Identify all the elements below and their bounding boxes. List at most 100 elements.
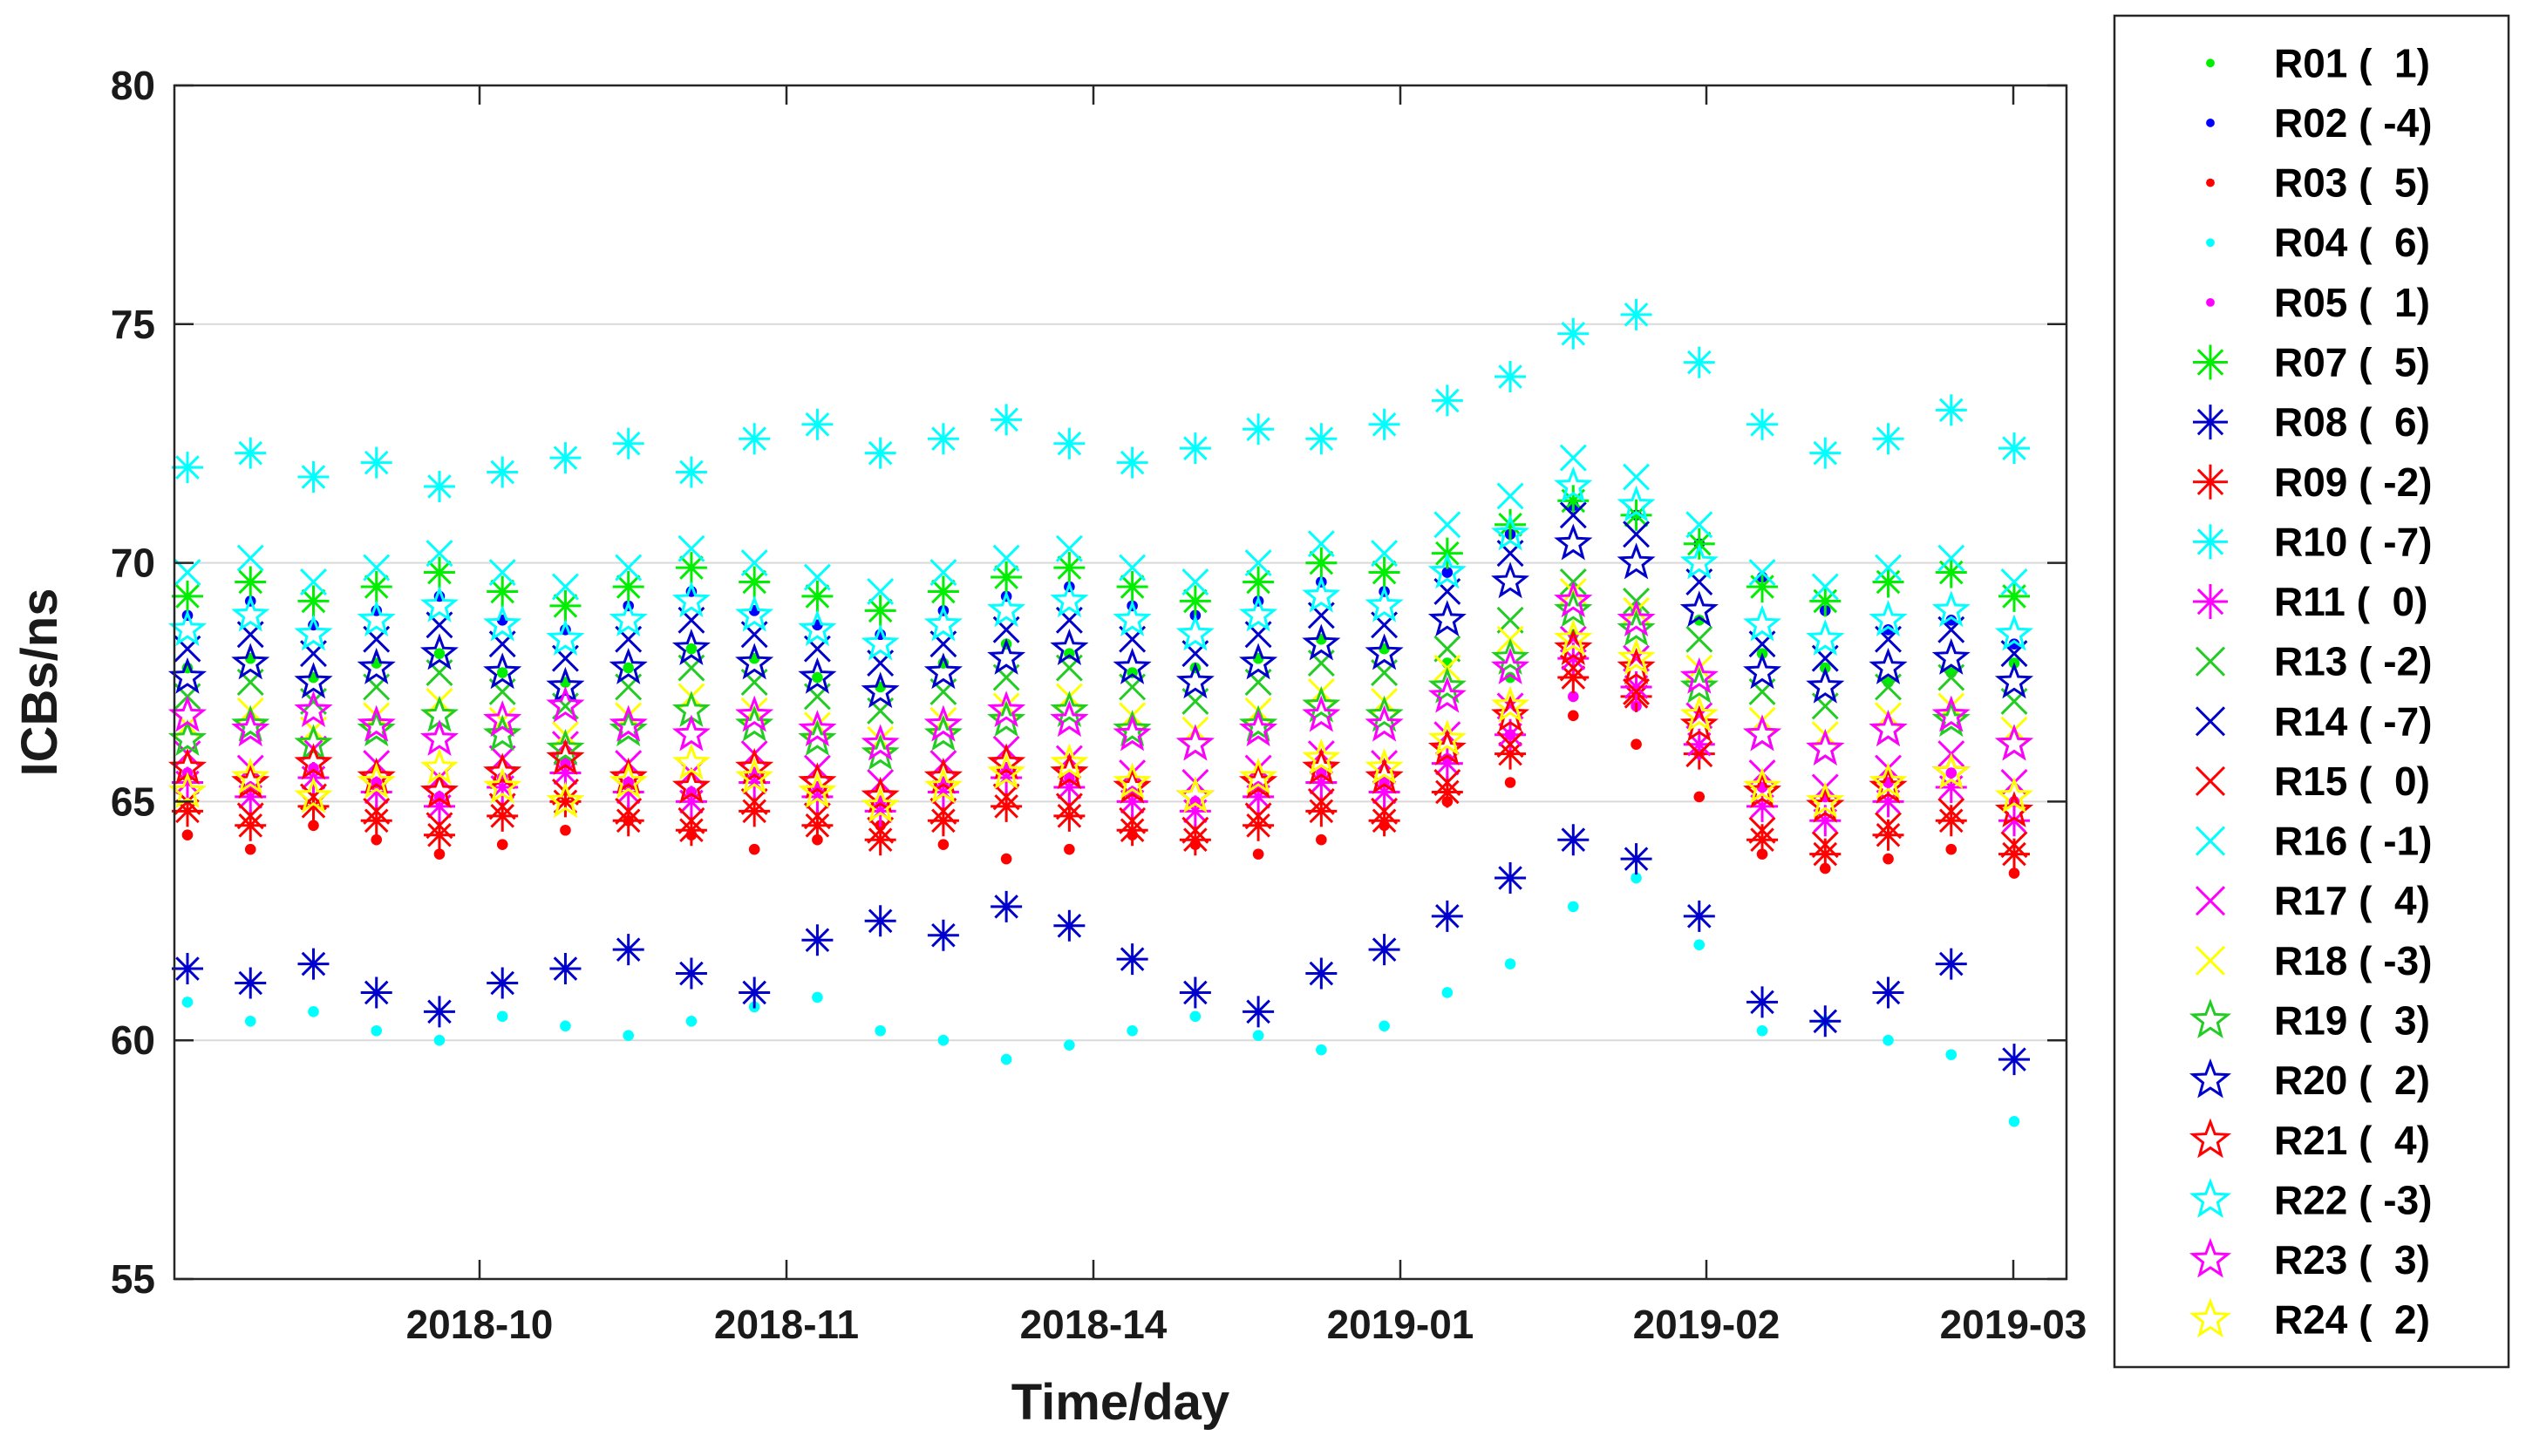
legend-item: R02 ( -4)	[2206, 100, 2432, 146]
data-point	[671, 581, 711, 618]
data-point	[1252, 1030, 1264, 1042]
legend-marker	[2193, 524, 2228, 560]
legend-label: R16 ( -1)	[2274, 819, 2432, 864]
data-point	[1809, 838, 1842, 870]
data-point	[739, 976, 771, 1009]
data-point	[1181, 816, 1209, 844]
data-point	[294, 776, 333, 813]
data-point	[2008, 638, 2020, 650]
data-point	[612, 776, 644, 808]
data-point	[1427, 729, 1467, 765]
data-point	[483, 700, 522, 738]
data-point	[1679, 666, 1719, 704]
legend-marker	[2193, 584, 2228, 620]
legend-item: R04 ( 6)	[2206, 220, 2430, 265]
data-point	[1935, 394, 1967, 426]
data-point	[991, 890, 1023, 922]
series-r10	[172, 298, 2030, 502]
data-point	[297, 585, 330, 617]
data-point	[1883, 1034, 1894, 1046]
data-point	[1945, 1049, 1957, 1060]
data-point	[181, 829, 194, 841]
legend-item: R17 ( 4)	[2195, 878, 2430, 923]
data-point	[1806, 666, 1845, 704]
data-point	[1935, 805, 1967, 837]
data-point	[167, 695, 208, 732]
data-point	[735, 695, 774, 732]
data-point	[231, 643, 270, 680]
data-point	[487, 771, 519, 803]
data-point	[546, 781, 585, 819]
data-point	[735, 757, 774, 794]
legend-label: R18 ( -3)	[2274, 938, 2432, 983]
data-point	[1050, 629, 1089, 665]
data-point	[612, 805, 644, 837]
legend-marker	[2195, 945, 2226, 976]
data-point	[1050, 700, 1089, 738]
legend-item: R09 ( -2)	[2193, 459, 2432, 505]
series-r22	[167, 466, 2034, 661]
data-point	[1743, 604, 1782, 642]
data-point	[1427, 718, 1467, 756]
data-point	[1994, 724, 2034, 761]
x-axis-title: Time/day	[1011, 1374, 1229, 1431]
data-point	[294, 614, 333, 651]
data-point	[1685, 740, 1713, 768]
data-point	[1748, 559, 1776, 587]
data-point	[1554, 581, 1593, 618]
data-point	[1554, 590, 1593, 628]
data-point	[2008, 1115, 2020, 1127]
data-point	[1756, 1024, 1768, 1037]
data-point	[1427, 676, 1467, 713]
data-point	[235, 780, 267, 813]
data-point	[174, 559, 201, 587]
x-tick-label: 2018-10	[406, 1302, 554, 1347]
data-point	[1431, 900, 1463, 932]
data-point	[1243, 566, 1275, 598]
x-tick-label: 2019-02	[1633, 1302, 1780, 1347]
data-point	[609, 600, 648, 637]
data-point	[1371, 797, 1399, 825]
data-point	[483, 652, 522, 690]
data-point	[423, 996, 455, 1028]
data-point	[560, 824, 571, 836]
axes: 55 60 65 70 75 80 2018-10 2018-11 2018-14 2019-01…	[111, 63, 2087, 1347]
data-point	[992, 783, 1020, 811]
data-point	[609, 704, 648, 742]
data-point	[1179, 824, 1211, 856]
legend-item: R07 ( 5)	[2193, 340, 2430, 385]
data-point	[801, 580, 834, 612]
data-point	[426, 812, 453, 840]
data-point	[419, 747, 459, 785]
data-point	[1179, 585, 1211, 617]
data-point	[861, 671, 900, 709]
data-point	[371, 833, 383, 846]
data-point	[1113, 600, 1152, 637]
series-r24	[167, 619, 2034, 823]
data-point	[1305, 957, 1338, 990]
data-point	[1809, 1005, 1842, 1038]
data-point	[308, 1006, 319, 1017]
data-point	[1679, 657, 1719, 694]
data-point	[1945, 843, 1957, 855]
legend-marker	[2206, 297, 2215, 307]
series-r16	[174, 444, 2028, 605]
data-point	[487, 575, 519, 608]
data-point	[1239, 757, 1278, 794]
data-point	[1623, 520, 1651, 548]
data-point	[357, 762, 396, 799]
data-point	[1679, 695, 1719, 732]
y-tick-label: 75	[111, 302, 155, 347]
data-point	[1554, 629, 1593, 665]
data-point	[1368, 776, 1400, 808]
data-point	[167, 772, 208, 809]
data-point	[423, 819, 455, 851]
data-point	[1875, 812, 1902, 840]
legend-item: R19 ( 3)	[2189, 998, 2430, 1044]
legend-item: R16 ( -1)	[2195, 819, 2432, 864]
data-point	[1119, 554, 1147, 582]
series-r18	[174, 577, 2028, 753]
data-point	[235, 809, 267, 841]
data-point	[236, 802, 264, 830]
legend-marker	[2189, 998, 2232, 1038]
